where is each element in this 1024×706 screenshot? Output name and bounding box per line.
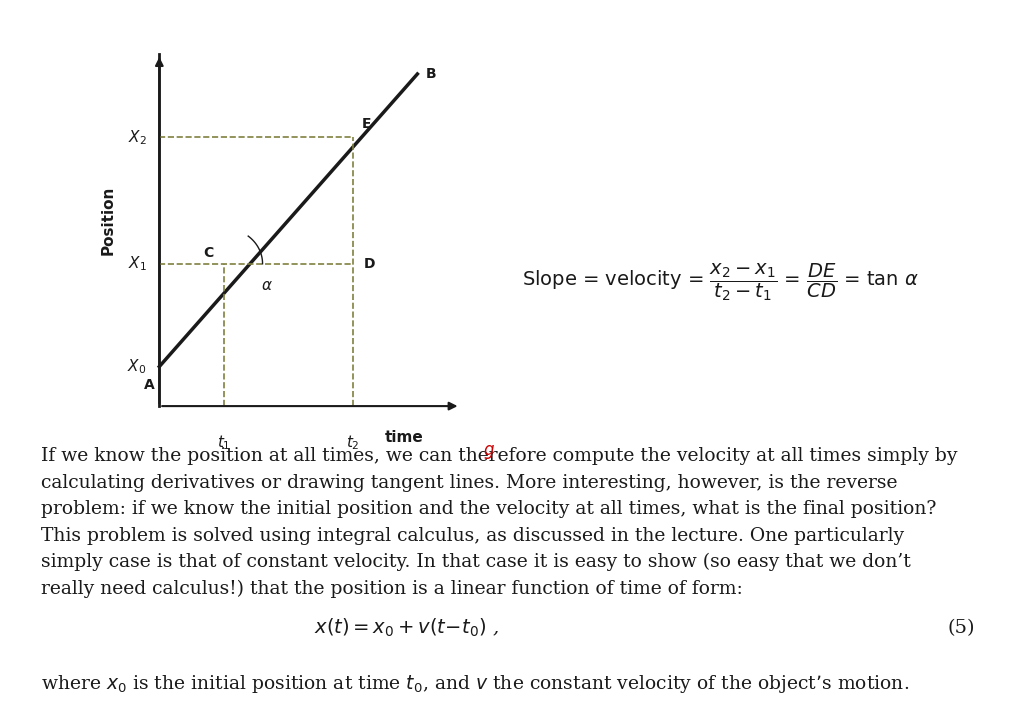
Text: time: time xyxy=(385,430,424,445)
Text: Position: Position xyxy=(100,186,116,255)
Text: C: C xyxy=(203,246,213,260)
Text: E: E xyxy=(361,117,371,131)
Text: A: A xyxy=(144,378,155,393)
Text: (5): (5) xyxy=(947,618,975,637)
Text: $t_2$: $t_2$ xyxy=(346,433,359,453)
Text: $t_1$: $t_1$ xyxy=(217,433,230,453)
Text: B: B xyxy=(426,67,436,81)
Text: $\alpha$: $\alpha$ xyxy=(261,278,272,293)
Text: g: g xyxy=(483,441,494,459)
Text: $X_2$: $X_2$ xyxy=(128,128,146,147)
Text: If we know the position at all times, we can therefore compute the velocity at a: If we know the position at all times, we… xyxy=(41,448,957,598)
Text: $x(t) = x_0 + v(t\!-\!t_0)$ ,: $x(t) = x_0 + v(t\!-\!t_0)$ , xyxy=(314,616,500,639)
Text: $X_1$: $X_1$ xyxy=(128,254,146,273)
Text: Slope = velocity = $\dfrac{x_2 - x_1}{t_2- t_1}$ = $\dfrac{DE}{CD}$ = tan $\alph: Slope = velocity = $\dfrac{x_2 - x_1}{t_… xyxy=(522,261,919,304)
Text: D: D xyxy=(364,257,375,271)
Text: $X_0$: $X_0$ xyxy=(127,357,146,376)
Text: where $x_0$ is the initial position at time $t_0$, and $v$ the constant velocity: where $x_0$ is the initial position at t… xyxy=(41,673,909,695)
